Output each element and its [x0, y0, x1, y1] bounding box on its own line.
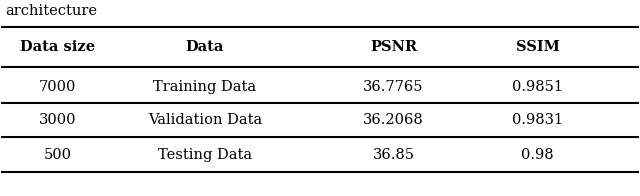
- Text: 3000: 3000: [39, 113, 76, 127]
- Text: 500: 500: [44, 148, 72, 162]
- Text: PSNR: PSNR: [370, 40, 417, 54]
- Text: 36.2068: 36.2068: [364, 113, 424, 127]
- Text: 0.98: 0.98: [522, 148, 554, 162]
- Text: 0.9831: 0.9831: [512, 113, 563, 127]
- Text: 7000: 7000: [39, 80, 76, 94]
- Text: Testing Data: Testing Data: [157, 148, 252, 162]
- Text: architecture: architecture: [5, 4, 97, 18]
- Text: Training Data: Training Data: [153, 80, 257, 94]
- Text: SSIM: SSIM: [516, 40, 559, 54]
- Text: Validation Data: Validation Data: [148, 113, 262, 127]
- Text: Data size: Data size: [20, 40, 95, 54]
- Text: 36.85: 36.85: [372, 148, 415, 162]
- Text: 0.9851: 0.9851: [512, 80, 563, 94]
- Text: Data: Data: [186, 40, 224, 54]
- Text: 36.7765: 36.7765: [364, 80, 424, 94]
